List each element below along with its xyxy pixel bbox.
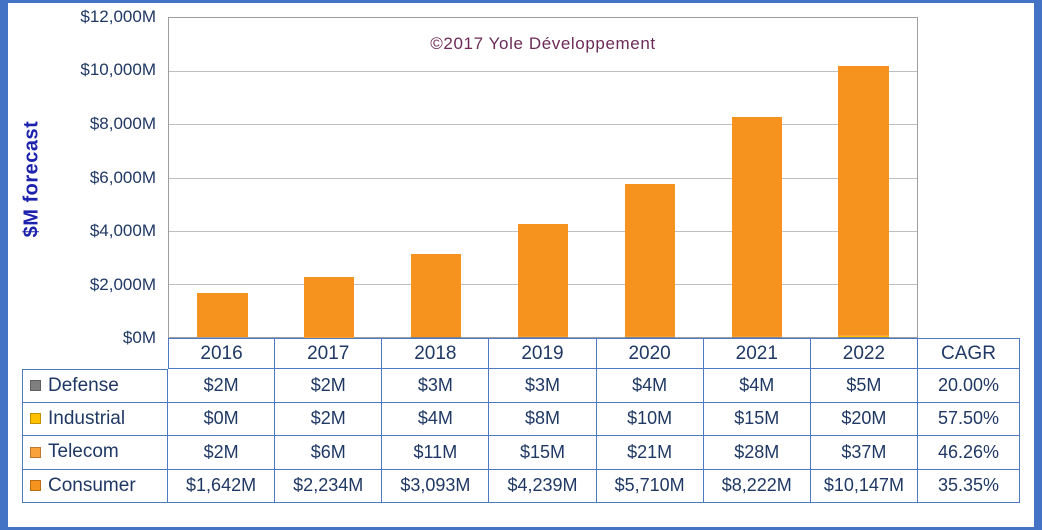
bar-segment-consumer xyxy=(304,277,355,337)
series-name: Defense xyxy=(48,374,119,396)
data-table: 2016 2017 2018 2019 2020 2021 2022 CAGR Defense $… xyxy=(22,338,1020,503)
bar-2022 xyxy=(838,18,889,337)
value-cell: $3,093M xyxy=(382,469,490,503)
column-header-2016: 2016 xyxy=(168,338,276,369)
series-name: Industrial xyxy=(48,407,126,429)
value-cell: $3M xyxy=(489,369,597,403)
value-cell: $21M xyxy=(596,436,704,470)
value-cell: $10M xyxy=(596,402,704,436)
chart-canvas: $M forecast $12,000M $10,000M $8,000M $6,00… xyxy=(8,3,1034,527)
value-cell: $2M xyxy=(168,436,276,470)
value-cell: $2M xyxy=(168,369,276,403)
bar-segment-consumer xyxy=(838,65,889,336)
value-cell: $5,710M xyxy=(596,469,704,503)
gridline xyxy=(169,177,917,179)
value-cell: $20M xyxy=(810,402,918,436)
y-axis-ticks: $12,000M $10,000M $8,000M $6,000M $4,000M $2,… xyxy=(8,7,156,347)
value-cell: $2,234M xyxy=(275,469,383,503)
cagr-cell: 20.00% xyxy=(917,369,1020,403)
bar-2016 xyxy=(197,18,248,337)
y-tick-label: $6,000M xyxy=(89,167,156,187)
column-header-2019: 2019 xyxy=(489,338,597,369)
column-header-cagr: CAGR xyxy=(917,338,1020,369)
column-header-2022: 2022 xyxy=(810,338,918,369)
legend-swatch-industrial xyxy=(30,413,41,425)
value-cell: $8,222M xyxy=(703,469,811,503)
gridline xyxy=(169,71,917,73)
legend-swatch-defense xyxy=(30,380,41,392)
series-name: Consumer xyxy=(48,474,136,496)
bar-segment-telecom xyxy=(838,335,889,337)
value-cell: $28M xyxy=(703,436,811,470)
column-header-2020: 2020 xyxy=(596,338,704,369)
value-cell: $4,239M xyxy=(489,469,597,503)
value-cell: $5M xyxy=(810,369,918,403)
y-tick-label: $8,000M xyxy=(89,113,156,133)
bar-segment-telecom xyxy=(624,336,675,337)
value-cell: $2M xyxy=(275,369,383,403)
bar-segment-consumer xyxy=(517,223,569,337)
bar-2018 xyxy=(411,18,462,337)
gridline xyxy=(169,124,917,126)
value-cell: $15M xyxy=(703,402,811,436)
y-tick-label: $2,000M xyxy=(89,274,156,294)
value-cell: $11M xyxy=(382,436,490,470)
chart-title: ©2017 Yole Développement xyxy=(430,34,656,53)
cagr-cell: 35.35% xyxy=(917,469,1020,503)
legend-swatch-consumer xyxy=(30,480,41,492)
legend-row-industrial: Industrial xyxy=(22,402,168,436)
y-tick-label: $0M xyxy=(122,328,156,347)
column-header-2017: 2017 xyxy=(275,338,383,369)
y-tick-label: $4,000M xyxy=(89,220,156,240)
value-cell: $8M xyxy=(489,402,597,436)
bar-segment-industrial xyxy=(838,336,889,337)
bar-segment-consumer xyxy=(411,254,462,337)
series-name: Telecom xyxy=(48,441,119,463)
bar-segment-consumer xyxy=(731,117,782,336)
value-cell: $10,147M xyxy=(810,469,918,503)
bar-2021 xyxy=(731,18,782,337)
value-cell: $1,642M xyxy=(168,469,276,503)
value-cell: $3M xyxy=(382,369,490,403)
bar-2017 xyxy=(304,18,355,337)
value-cell: $37M xyxy=(810,436,918,470)
cagr-cell: 57.50% xyxy=(917,402,1020,436)
bar-2020 xyxy=(624,18,675,337)
value-cell: $0M xyxy=(168,402,276,436)
bar-segment-consumer xyxy=(624,184,675,337)
legend-row-telecom: Telecom xyxy=(22,436,168,470)
y-tick-label: $10,000M xyxy=(80,60,156,80)
column-header-2021: 2021 xyxy=(703,338,811,369)
bar-2019 xyxy=(517,18,569,337)
value-cell: $6M xyxy=(275,436,383,470)
value-cell: $2M xyxy=(275,402,383,436)
bar-segment-consumer xyxy=(197,293,248,337)
value-cell: $4M xyxy=(382,402,490,436)
value-cell: $15M xyxy=(489,436,597,470)
plot-area: ©2017 Yole Développement xyxy=(168,17,918,338)
legend-row-defense: Defense xyxy=(22,369,168,403)
table-corner-spacer xyxy=(22,338,168,369)
cagr-cell: 46.26% xyxy=(917,436,1020,470)
y-tick-label: $12,000M xyxy=(80,7,156,26)
value-cell: $4M xyxy=(703,369,811,403)
legend-row-consumer: Consumer xyxy=(22,469,168,503)
legend-swatch-telecom xyxy=(30,446,41,458)
column-header-2018: 2018 xyxy=(382,338,490,369)
bar-chart: $M forecast $12,000M $10,000M $8,000M $6,00… xyxy=(8,3,1034,347)
bar-segment-telecom xyxy=(731,335,782,337)
value-cell: $4M xyxy=(596,369,704,403)
